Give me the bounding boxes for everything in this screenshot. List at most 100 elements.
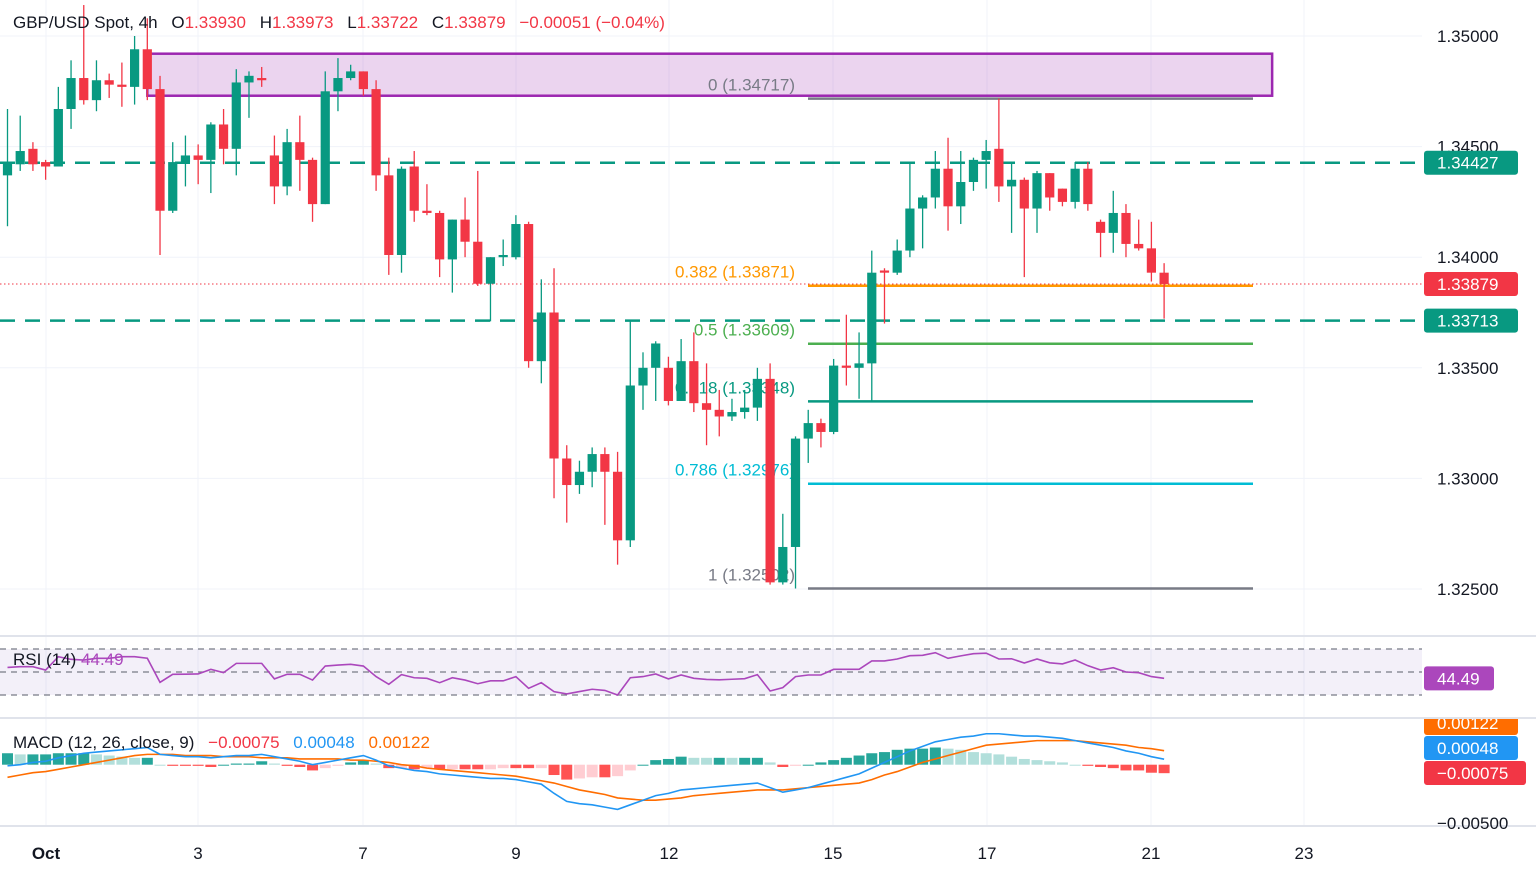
candle[interactable] (206, 122, 216, 194)
candle[interactable] (257, 66, 267, 87)
candle[interactable] (740, 389, 750, 419)
candle[interactable] (117, 62, 127, 107)
candle[interactable] (968, 157, 979, 191)
candle[interactable] (994, 98, 1004, 202)
candle[interactable] (854, 332, 864, 399)
candle[interactable] (930, 151, 940, 209)
macd-signal-line[interactable] (7, 739, 1165, 802)
candle[interactable] (346, 64, 356, 81)
candle[interactable] (651, 341, 661, 401)
candle[interactable] (28, 142, 38, 171)
candle[interactable] (612, 451, 623, 565)
candle[interactable] (663, 356, 674, 406)
candle[interactable] (447, 219, 457, 293)
macd-legend[interactable]: MACD (12, 26, close, 9) −0.00075 0.00048… (13, 733, 430, 753)
candle[interactable] (816, 418, 826, 448)
candle[interactable] (981, 139, 991, 189)
candle[interactable] (638, 352, 648, 410)
candle[interactable] (1070, 162, 1080, 209)
candle[interactable] (829, 358, 839, 435)
candle[interactable] (867, 250, 877, 401)
candle[interactable] (1032, 170, 1042, 233)
candle[interactable] (485, 257, 496, 322)
candle[interactable] (790, 436, 801, 589)
candle[interactable] (841, 314, 851, 386)
candle[interactable] (295, 115, 305, 191)
candle[interactable] (282, 128, 292, 196)
candle[interactable] (384, 157, 394, 275)
candle[interactable] (1134, 219, 1144, 251)
candle[interactable] (905, 162, 915, 258)
macd-pane[interactable] (2, 732, 1170, 811)
candle[interactable] (701, 363, 712, 446)
fibonacci-retracement[interactable]: 0 (1.34717) 0.382 (1.33871) 0.5 (1.33609) 0… (675, 76, 1253, 590)
candle[interactable] (2, 108, 13, 227)
candle[interactable] (1057, 188, 1068, 207)
candle[interactable] (231, 69, 241, 176)
candle[interactable] (193, 144, 203, 185)
main-pane[interactable]: 0 (1.34717) 0.382 (1.33871) 0.5 (1.33609) 0… (0, 5, 1422, 590)
candle[interactable] (142, 18, 152, 101)
rsi-legend[interactable]: RSI (14) 44.49 (13, 650, 124, 670)
candle[interactable] (1045, 173, 1055, 211)
candle[interactable] (358, 71, 368, 96)
candle[interactable] (1019, 177, 1029, 278)
candle[interactable] (625, 321, 635, 547)
candle[interactable] (587, 447, 597, 488)
candle[interactable] (752, 367, 762, 421)
candle[interactable] (91, 60, 102, 112)
candle[interactable] (1006, 162, 1017, 233)
candle[interactable] (803, 409, 813, 463)
candle[interactable] (1121, 204, 1131, 258)
candle[interactable] (1146, 221, 1156, 282)
candle[interactable] (104, 73, 114, 98)
candle[interactable] (460, 197, 470, 258)
candle[interactable] (600, 447, 610, 525)
candle[interactable] (714, 389, 724, 437)
candle[interactable] (549, 268, 559, 499)
candle[interactable] (409, 151, 419, 222)
candle[interactable] (676, 339, 686, 401)
candle[interactable] (371, 80, 381, 191)
candle[interactable] (689, 332, 699, 413)
candle[interactable] (1159, 263, 1169, 319)
candle[interactable] (422, 184, 432, 216)
candle[interactable] (155, 75, 165, 255)
candle[interactable] (1083, 162, 1093, 211)
candle[interactable] (727, 398, 737, 421)
candle[interactable] (473, 170, 483, 286)
candle[interactable] (1095, 219, 1106, 258)
candle[interactable] (511, 215, 521, 260)
candle[interactable] (15, 115, 25, 171)
candle[interactable] (943, 137, 953, 231)
candle[interactable] (269, 135, 280, 205)
candle[interactable] (218, 108, 229, 165)
macd-line[interactable] (7, 732, 1165, 811)
candle[interactable] (130, 36, 140, 105)
candle[interactable] (66, 60, 76, 129)
candle[interactable] (79, 5, 89, 105)
candle[interactable] (244, 71, 254, 118)
candle[interactable] (41, 159, 51, 180)
candle[interactable] (333, 58, 343, 112)
candle[interactable] (498, 239, 508, 267)
candle[interactable] (918, 195, 928, 249)
candle[interactable] (765, 363, 775, 585)
candle[interactable] (574, 460, 585, 494)
candle[interactable] (778, 513, 788, 585)
candle[interactable] (956, 151, 966, 225)
candle[interactable] (1108, 190, 1118, 253)
candle[interactable] (307, 157, 318, 222)
candle[interactable] (536, 279, 546, 384)
candle[interactable] (168, 142, 178, 213)
time-axis[interactable]: Oct 3 7 9 12 15 17 21 23 (32, 844, 1314, 863)
candle[interactable] (53, 86, 63, 167)
price-axis[interactable]: 1.350001.345001.340001.335001.330001.325… (1424, 27, 1518, 599)
candle[interactable] (892, 239, 902, 275)
rsi-line[interactable] (7, 651, 1165, 696)
candle[interactable] (435, 210, 445, 278)
candle[interactable] (879, 268, 890, 324)
symbol-name[interactable]: GBP/USD Spot (13, 13, 130, 32)
candle[interactable] (180, 135, 191, 187)
